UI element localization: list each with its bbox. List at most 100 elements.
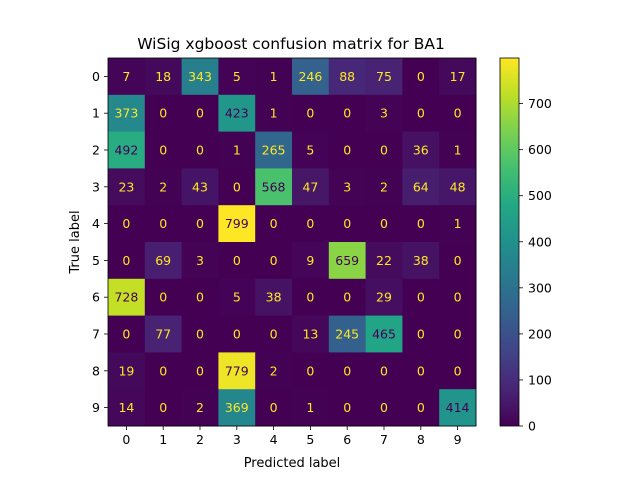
cell-value-label: 0 — [196, 363, 204, 378]
heatmap-cell — [439, 131, 477, 169]
cell-value-label: 728 — [114, 290, 138, 305]
heatmap-cell — [292, 94, 330, 133]
heatmap-cell — [402, 58, 440, 96]
cell-value-label: 0 — [270, 327, 278, 342]
heatmap-cell — [365, 242, 403, 280]
heatmap-cell — [144, 315, 183, 353]
x-axis-ticks: 0 1 2 3 4 5 6 7 8 9 — [122, 426, 462, 447]
heatmap-cell — [402, 168, 440, 206]
cell-value-label: 36 — [413, 143, 429, 158]
heatmap-cell — [255, 315, 293, 353]
cell-value-label: 47 — [302, 179, 318, 194]
heatmap-cell — [255, 352, 293, 390]
cell-value-label: 0 — [196, 106, 204, 121]
cell-value-label: 0 — [159, 400, 167, 415]
cell-value-label: 13 — [302, 327, 318, 342]
cell-value-label: 0 — [196, 290, 204, 305]
cell-value-label: 0 — [196, 327, 204, 342]
cell-value-label: 0 — [270, 400, 278, 415]
heatmap-cell — [144, 389, 183, 427]
y-tick-label: 7 — [92, 327, 100, 342]
heatmap-cell — [144, 94, 183, 133]
y-tick-label: 3 — [92, 179, 100, 194]
colorbar-tick-label: 100 — [528, 372, 552, 387]
cell-value-label: 2 — [270, 363, 278, 378]
cell-value-label: 0 — [343, 363, 351, 378]
cell-value-label: 75 — [376, 69, 392, 84]
y-tick-label: 1 — [92, 106, 100, 121]
cell-value-label: 0 — [417, 216, 425, 231]
cell-value-label: 3 — [380, 106, 388, 121]
cell-value-label: 0 — [343, 216, 351, 231]
heatmap-cell — [255, 58, 293, 96]
heatmap-cell — [108, 58, 146, 96]
cell-value-label: 3 — [196, 253, 204, 268]
heatmap-cell — [292, 352, 330, 390]
heatmap-cell — [144, 131, 183, 169]
heatmap-cell — [328, 242, 367, 280]
heatmap-cell — [218, 131, 256, 169]
y-tick-label: 9 — [92, 400, 100, 415]
cell-value-label: 369 — [225, 400, 249, 415]
cell-value-label: 0 — [343, 106, 351, 121]
cell-value-label: 0 — [417, 400, 425, 415]
x-axis-label: Predicted label — [244, 456, 341, 471]
heatmap-cell — [108, 205, 146, 243]
heatmap-cell — [108, 131, 146, 169]
heatmap-cell — [218, 58, 256, 96]
cell-value-label: 414 — [446, 400, 470, 415]
heatmap-cell — [144, 58, 183, 96]
cell-value-label: 0 — [454, 106, 462, 121]
heatmap-cell — [439, 58, 477, 96]
heatmap-cell — [144, 278, 183, 317]
cell-value-label: 2 — [380, 179, 388, 194]
cell-value-label: 0 — [306, 290, 314, 305]
cell-value-label: 0 — [417, 290, 425, 305]
cell-value-label: 0 — [159, 363, 167, 378]
cell-value-label: 0 — [417, 327, 425, 342]
colorbar-tick-label: 0 — [528, 419, 536, 434]
cell-value-label: 0 — [159, 290, 167, 305]
heatmap-cell — [181, 94, 219, 133]
heatmap-cell — [181, 389, 219, 427]
colorbar-tick-label: 300 — [528, 280, 552, 295]
heatmap-cell — [108, 389, 146, 427]
cell-value-label: 265 — [262, 143, 286, 158]
cell-value-label: 18 — [155, 69, 171, 84]
cell-value-label: 48 — [450, 179, 466, 194]
cell-value-label: 1 — [454, 216, 462, 231]
cell-value-label: 64 — [413, 179, 429, 194]
heatmap-cell — [365, 94, 403, 133]
heatmap-cell — [328, 168, 367, 206]
heatmap-cell — [255, 131, 293, 169]
heatmap-cell — [181, 205, 219, 243]
y-tick-label: 0 — [92, 69, 100, 84]
cell-value-label: 1 — [306, 400, 314, 415]
cell-value-label: 14 — [118, 400, 134, 415]
cell-value-label: 246 — [298, 69, 322, 84]
heatmap-cell — [365, 278, 403, 317]
heatmap-cell — [328, 315, 367, 353]
cell-value-label: 7 — [122, 69, 130, 84]
y-tick-label: 5 — [92, 253, 100, 268]
heatmap-cell — [439, 205, 477, 243]
heatmap-cell — [402, 315, 440, 353]
cell-value-label: 343 — [188, 69, 212, 84]
heatmap-cell — [439, 168, 477, 206]
cell-value-label: 1 — [233, 143, 241, 158]
heatmap-cell — [402, 94, 440, 133]
heatmap-cell — [439, 242, 477, 280]
heatmap-cell — [181, 242, 219, 280]
heatmap-cell — [292, 242, 330, 280]
heatmap-cell — [365, 205, 403, 243]
cell-value-label: 0 — [306, 363, 314, 378]
cell-value-label: 659 — [335, 253, 359, 268]
cell-value-label: 29 — [376, 290, 392, 305]
cell-value-label: 799 — [225, 216, 249, 231]
cell-value-label: 2 — [159, 179, 167, 194]
cell-value-label: 492 — [114, 143, 138, 158]
cell-value-label: 0 — [306, 216, 314, 231]
cell-value-label: 0 — [196, 216, 204, 231]
heatmap-cell — [439, 352, 477, 390]
heatmap-cell — [365, 352, 403, 390]
